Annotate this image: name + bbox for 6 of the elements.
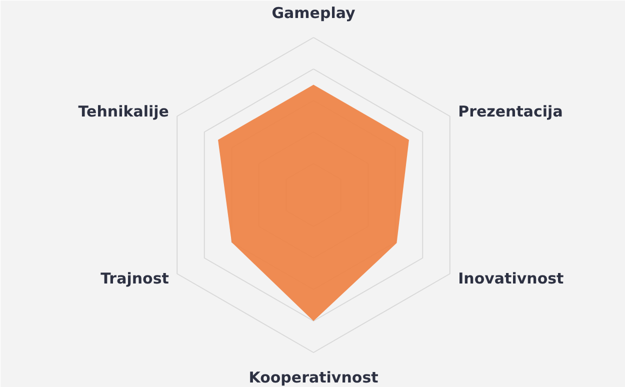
spoke-label: Tehnikalije xyxy=(78,102,169,121)
spoke-label: Prezentacija xyxy=(458,102,563,121)
spoke-label: Gameplay xyxy=(272,4,356,22)
spoke-label: Inovativnost xyxy=(458,269,564,288)
spoke-label: Trajnost xyxy=(100,269,169,288)
spoke-label: Kooperativnost xyxy=(248,368,378,386)
